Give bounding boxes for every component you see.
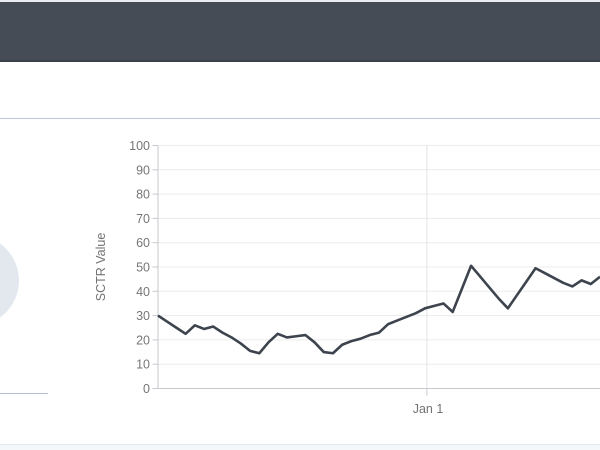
y-tick-label: 20: [136, 333, 150, 347]
y-tick-label: 10: [136, 358, 150, 372]
y-tick-label: 50: [136, 261, 150, 275]
bottom-strip: [0, 444, 600, 450]
y-tick-label: 90: [136, 163, 150, 177]
y-tick-label: 80: [136, 188, 150, 202]
x-axis-tick-label: Jan 1: [412, 402, 444, 416]
y-tick-label: 60: [136, 236, 150, 250]
y-axis-title: SCTR Value: [94, 232, 108, 302]
header-bar: [0, 2, 600, 62]
sctr-series-line: [157, 264, 600, 355]
y-tick-label: 40: [136, 285, 150, 299]
y-tick-label: 0: [143, 382, 150, 396]
page-divider: [0, 118, 600, 119]
y-tick-label: 100: [129, 139, 150, 153]
top-strip: [0, 0, 600, 2]
gauge-axis-line: [0, 393, 48, 394]
y-tick-label: 30: [136, 309, 150, 323]
y-tick-label: 70: [136, 212, 150, 226]
